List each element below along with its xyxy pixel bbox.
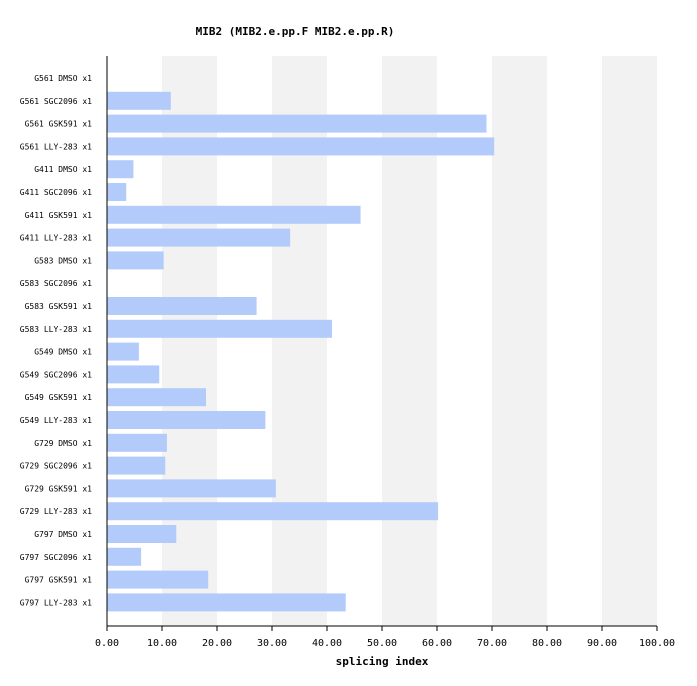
bar [107, 411, 266, 429]
grid-band [602, 56, 657, 626]
category-label: G729 SGC2096 x1 [20, 462, 92, 471]
category-label: G549 SGC2096 x1 [20, 370, 92, 379]
category-label: G797 DMSO x1 [34, 530, 92, 539]
bar [107, 160, 134, 179]
category-label: G561 SGC2096 x1 [20, 97, 92, 106]
grid-band [492, 56, 547, 626]
category-label: G561 DMSO x1 [34, 74, 92, 83]
x-tick-label: 70.00 [477, 638, 507, 649]
x-tick-label: 0.00 [95, 638, 119, 649]
bar [107, 228, 291, 247]
x-axis-ticks: 0.00 10.00 20.00 30.00 40.00 50.00 60.00 70.00 8… [95, 626, 675, 649]
bars [107, 91, 495, 612]
category-label: G797 LLY-283 x1 [20, 598, 92, 607]
bar [107, 205, 361, 224]
category-label: G583 SGC2096 x1 [20, 279, 92, 288]
category-label: G411 DMSO x1 [34, 165, 92, 174]
bar [107, 547, 142, 566]
category-label: G797 GSK591 x1 [25, 576, 93, 585]
bar [107, 365, 160, 384]
x-tick-label: 100.00 [639, 638, 675, 649]
category-labels: G561 DMSO x1 G561 SGC2096 x1 G561 GSK591 x… [20, 74, 92, 607]
category-label: G583 GSK591 x1 [25, 302, 93, 311]
category-label: G561 LLY-283 x1 [20, 142, 92, 151]
x-tick-label: 90.00 [587, 638, 617, 649]
category-label: G729 GSK591 x1 [25, 484, 93, 493]
x-tick-label: 30.00 [257, 638, 287, 649]
chart-title: MIB2 (MIB2.e.pp.F MIB2.e.pp.R) [196, 25, 395, 38]
bar [107, 114, 487, 133]
category-label: G729 DMSO x1 [34, 439, 92, 448]
category-label: G583 DMSO x1 [34, 256, 92, 265]
bar [107, 251, 164, 270]
x-axis-label: splicing index [336, 655, 429, 668]
bar [107, 570, 209, 589]
bar [107, 388, 206, 407]
x-tick-label: 60.00 [422, 638, 452, 649]
category-label: G411 GSK591 x1 [25, 211, 93, 220]
category-label: G549 LLY-283 x1 [20, 416, 92, 425]
x-tick-label: 80.00 [532, 638, 562, 649]
category-label: G549 GSK591 x1 [25, 393, 93, 402]
category-label: G561 GSK591 x1 [25, 120, 93, 129]
bar [107, 342, 139, 361]
bar [107, 319, 332, 338]
x-tick-label: 20.00 [202, 638, 232, 649]
bar [107, 433, 167, 452]
bar [107, 479, 276, 498]
category-label: G797 SGC2096 x1 [20, 553, 92, 562]
bar [107, 183, 127, 201]
bar [107, 593, 346, 612]
bar [107, 456, 166, 475]
x-tick-label: 40.00 [312, 638, 342, 649]
category-label: G411 SGC2096 x1 [20, 188, 92, 197]
category-label: G583 LLY-283 x1 [20, 325, 92, 334]
bar [107, 297, 257, 315]
x-tick-label: 10.00 [147, 638, 177, 649]
bar [107, 91, 171, 110]
x-tick-label: 50.00 [367, 638, 397, 649]
bar [107, 502, 439, 521]
bar [107, 525, 177, 543]
category-label: G729 LLY-283 x1 [20, 507, 92, 516]
category-label: G549 DMSO x1 [34, 348, 92, 357]
bar [107, 137, 495, 156]
category-label: G411 LLY-283 x1 [20, 234, 92, 243]
